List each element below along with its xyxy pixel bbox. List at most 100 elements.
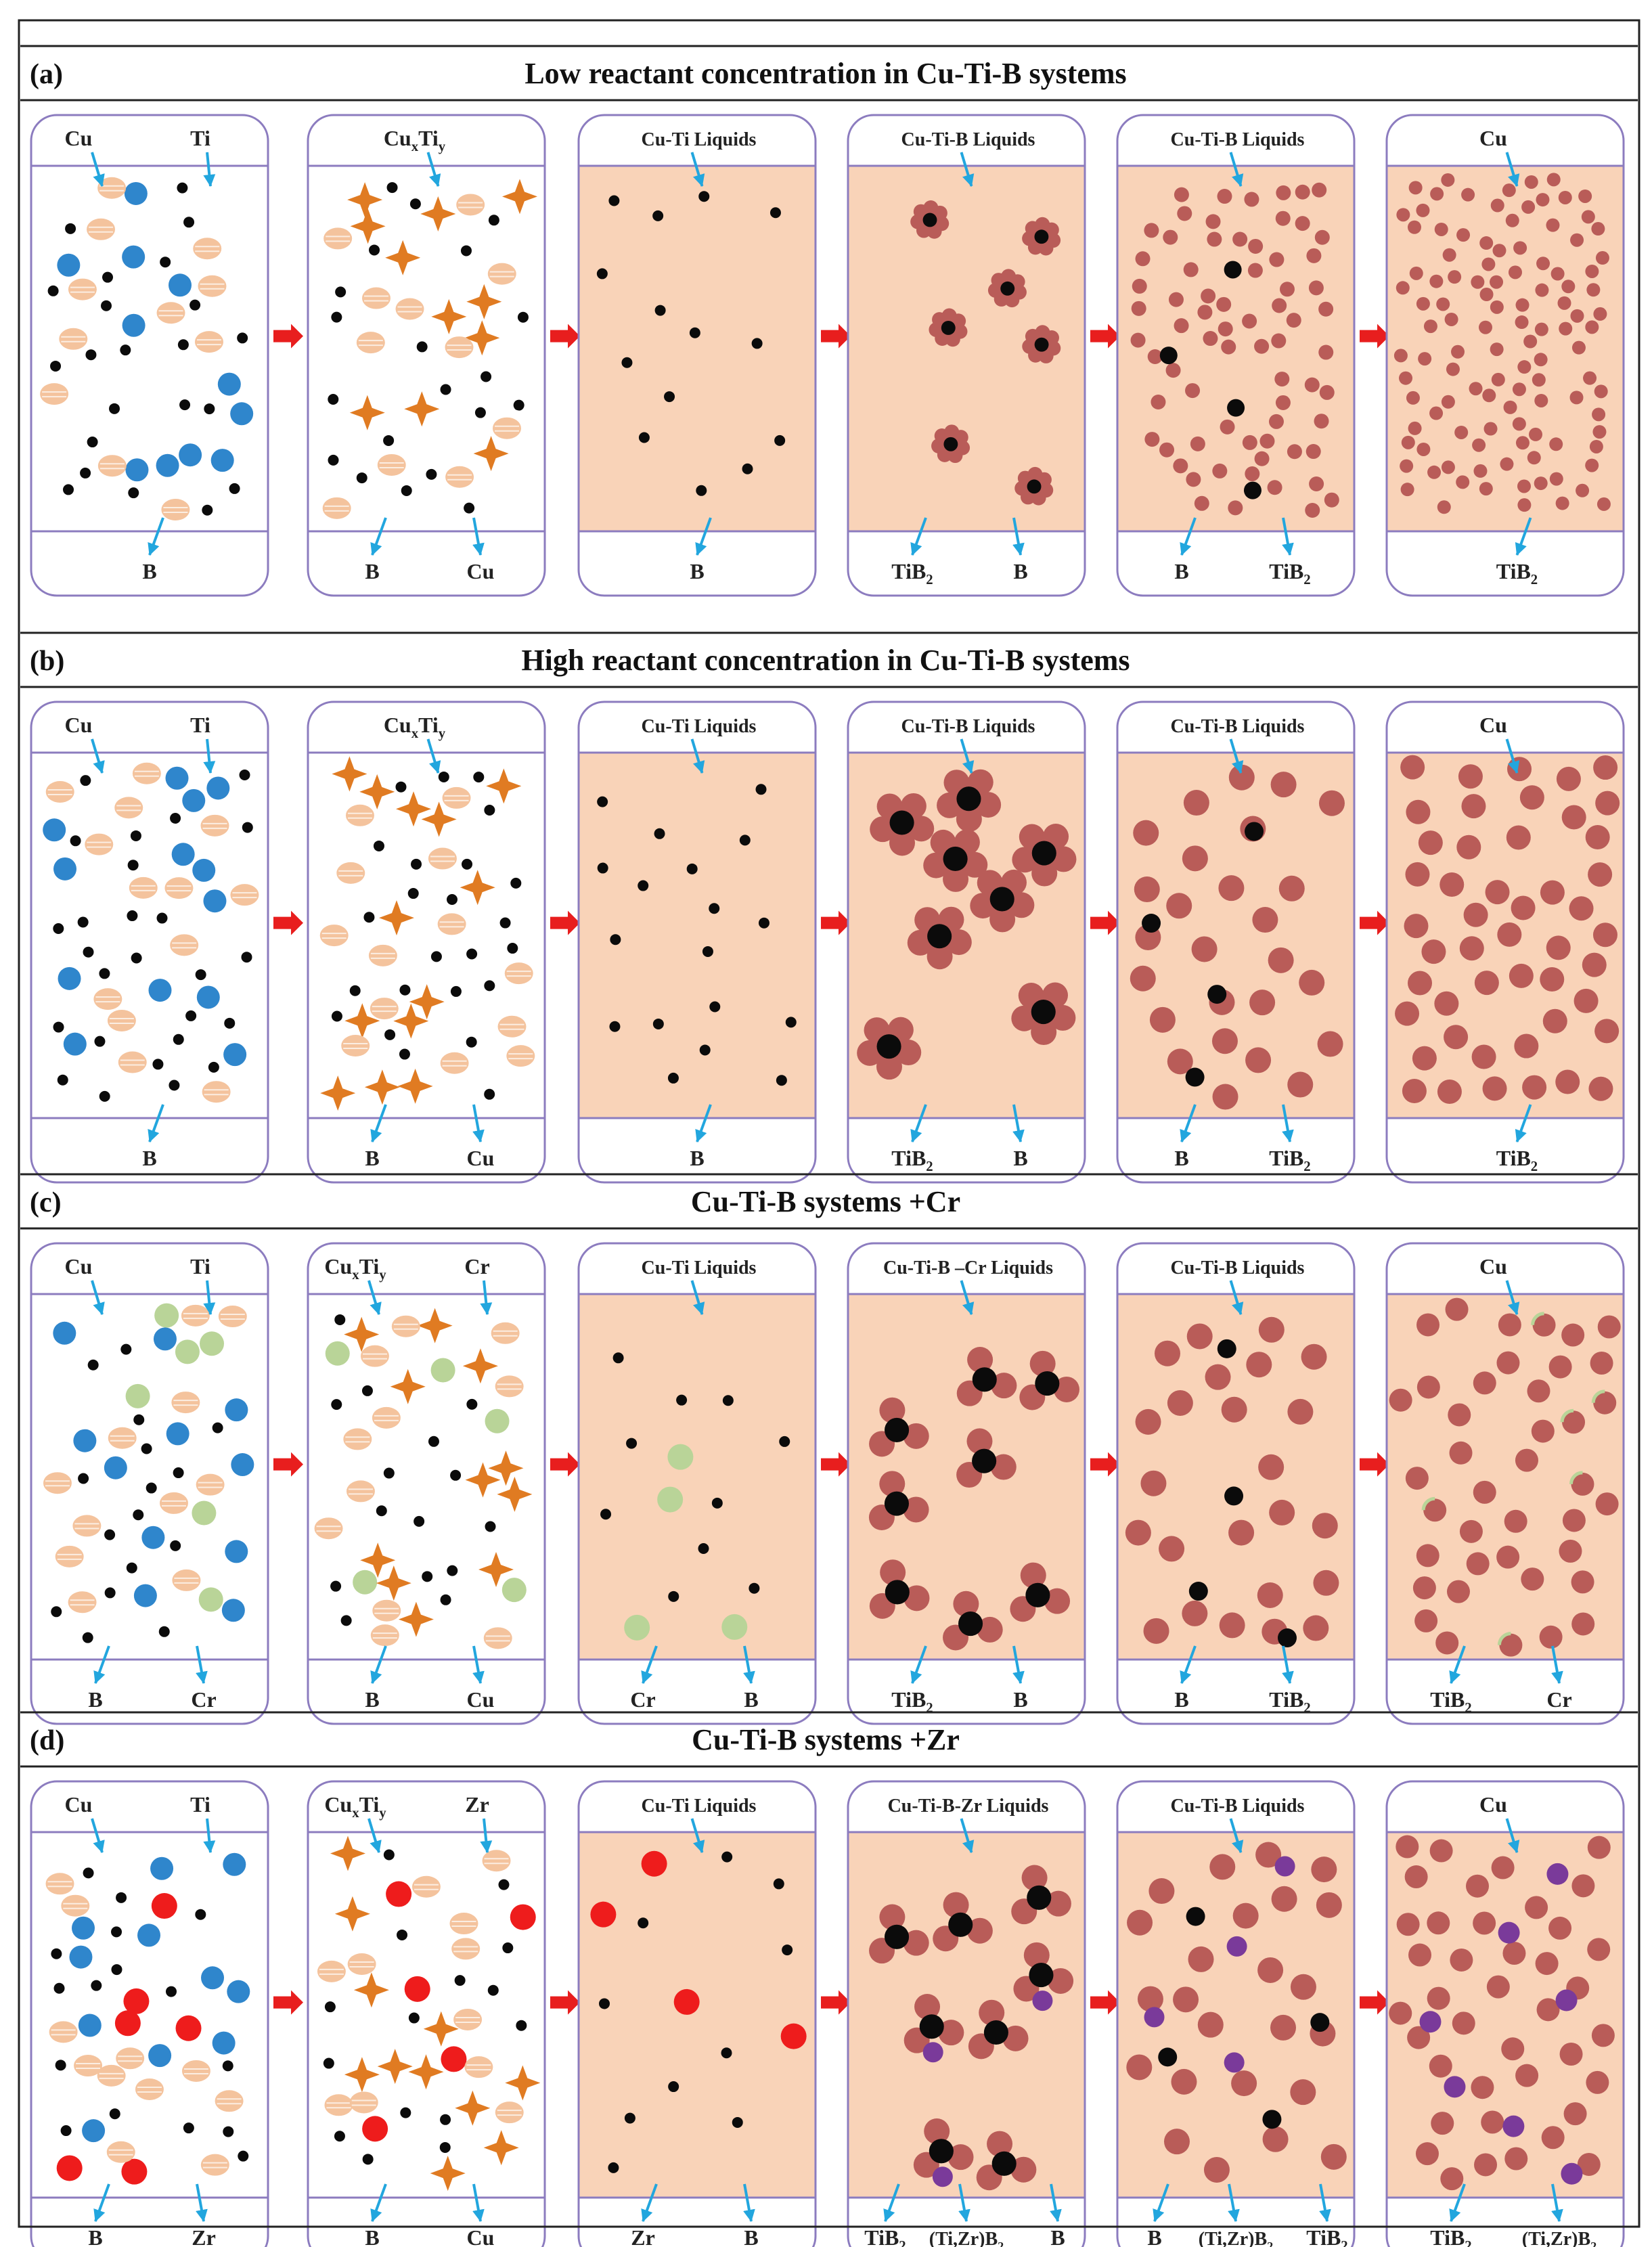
tib2-particle (1010, 274, 1025, 290)
cu-particle (391, 1315, 420, 1337)
cu-particle (97, 2064, 126, 2087)
cu-particle (343, 1428, 372, 1450)
tib2-particle (1585, 825, 1610, 850)
tib2-particle (1587, 1836, 1611, 1859)
species-label: B (1174, 1687, 1188, 1712)
tib2-particle (1319, 384, 1335, 400)
pointer-arrow (1229, 738, 1244, 774)
boron-particle (131, 952, 142, 964)
pointer-arrow (91, 1280, 105, 1315)
boron-particle (638, 880, 649, 891)
tib2-particle (1012, 847, 1038, 873)
ti-particle (156, 453, 179, 477)
pointer-arrow (203, 1280, 216, 1315)
panel-tag: (a) (30, 59, 63, 90)
species-label: Cu (1479, 1792, 1507, 1817)
cr-shell (1497, 1632, 1511, 1645)
cu-particle (411, 1875, 441, 1898)
tib2-particle (1201, 288, 1216, 304)
boron-particle (972, 1367, 997, 1392)
stage-arrow (273, 324, 303, 349)
boron-particle (428, 1436, 439, 1447)
cu-particle (72, 1515, 102, 1537)
boron-particle (885, 1580, 910, 1605)
tib2-particle (1167, 1389, 1193, 1416)
tib2-particle (1418, 830, 1443, 855)
pointer-arrow (1505, 738, 1520, 774)
cr-particle (624, 1614, 650, 1641)
tib2-particle (1444, 1025, 1469, 1050)
ti-particle (73, 1429, 97, 1452)
boron-particle (414, 1515, 425, 1527)
cuti-particle (379, 900, 414, 936)
cr-particle (325, 1341, 350, 1366)
tib2-particle (1144, 223, 1159, 238)
tib2-particle (1459, 1519, 1483, 1543)
tib2-particle (1594, 1019, 1620, 1044)
boron-particle (610, 934, 621, 945)
pointer-arrow (93, 2183, 110, 2222)
cu-particle (181, 1304, 210, 1327)
tib2-particle (1167, 1048, 1193, 1075)
ti-particle (122, 245, 146, 269)
cu-particle (453, 2008, 483, 2030)
boron-particle (488, 215, 499, 226)
pointer-arrow (1012, 517, 1025, 556)
tib2-particle (1299, 969, 1325, 996)
boron-particle (654, 828, 665, 839)
tib2-particle (1211, 1028, 1238, 1054)
boron-particle (1227, 399, 1245, 417)
tib2-particle (1581, 210, 1595, 224)
tib2-particle (1173, 1986, 1199, 2013)
cu-particle (181, 2060, 210, 2082)
tib2-particle (1036, 472, 1052, 487)
cuti-particle (409, 984, 445, 1020)
tib2-particle (1473, 1480, 1496, 1504)
boron-particle (109, 403, 120, 414)
species-label: Cu-Ti-B Liquids (1171, 1796, 1305, 1817)
boron-particle (698, 191, 710, 202)
tib2-particle (1045, 1890, 1071, 1917)
boron-particle (782, 1944, 793, 1956)
tib2-particle (1159, 1536, 1185, 1562)
pointer-arrow (91, 738, 105, 774)
cu-particle (317, 1960, 346, 1982)
tib2-particle (1254, 451, 1270, 466)
boron-particle (958, 1611, 983, 1637)
pointer-arrow (480, 1280, 493, 1315)
pointer-arrow (883, 2183, 900, 2222)
boron-particle (363, 912, 375, 923)
boron-particle (1027, 479, 1042, 494)
tib2-particle (1231, 2070, 1257, 2097)
species-label: Cu (1479, 1254, 1507, 1278)
pointer-arrow (743, 2183, 755, 2222)
stage-arrow (550, 324, 580, 349)
tib2-particle (1586, 2070, 1609, 2094)
tib2-particle (1515, 2064, 1539, 2087)
tib2-particle (1523, 334, 1538, 349)
species-label: Cu (65, 126, 93, 150)
boron-particle (83, 1867, 94, 1879)
tib2-particle (953, 1590, 979, 1617)
tib2-particle (1571, 340, 1586, 355)
tib2-particle (1456, 228, 1471, 242)
boron-particle (330, 1580, 342, 1592)
tib2-particle (1513, 241, 1527, 255)
pointer-arrow (1319, 2183, 1331, 2222)
tib2-particle (1577, 2152, 1601, 2176)
cu-particle (198, 275, 227, 297)
tib2-particle (1400, 755, 1425, 780)
stage-box: Cu Ti B Cr (30, 1242, 269, 1725)
tib2-particle (1197, 305, 1213, 320)
species-label: Cr (1546, 1687, 1571, 1712)
zr-particle (641, 1850, 667, 1877)
tib2-particle (1439, 872, 1465, 897)
tib2-particle (1483, 422, 1498, 436)
boron-particle (989, 887, 1014, 912)
cu-particle (345, 804, 374, 826)
tib2-particle (1144, 432, 1160, 447)
species-label: B (365, 1687, 379, 1712)
tib2-particle (1466, 1552, 1490, 1576)
tib2-particle (1549, 437, 1563, 451)
